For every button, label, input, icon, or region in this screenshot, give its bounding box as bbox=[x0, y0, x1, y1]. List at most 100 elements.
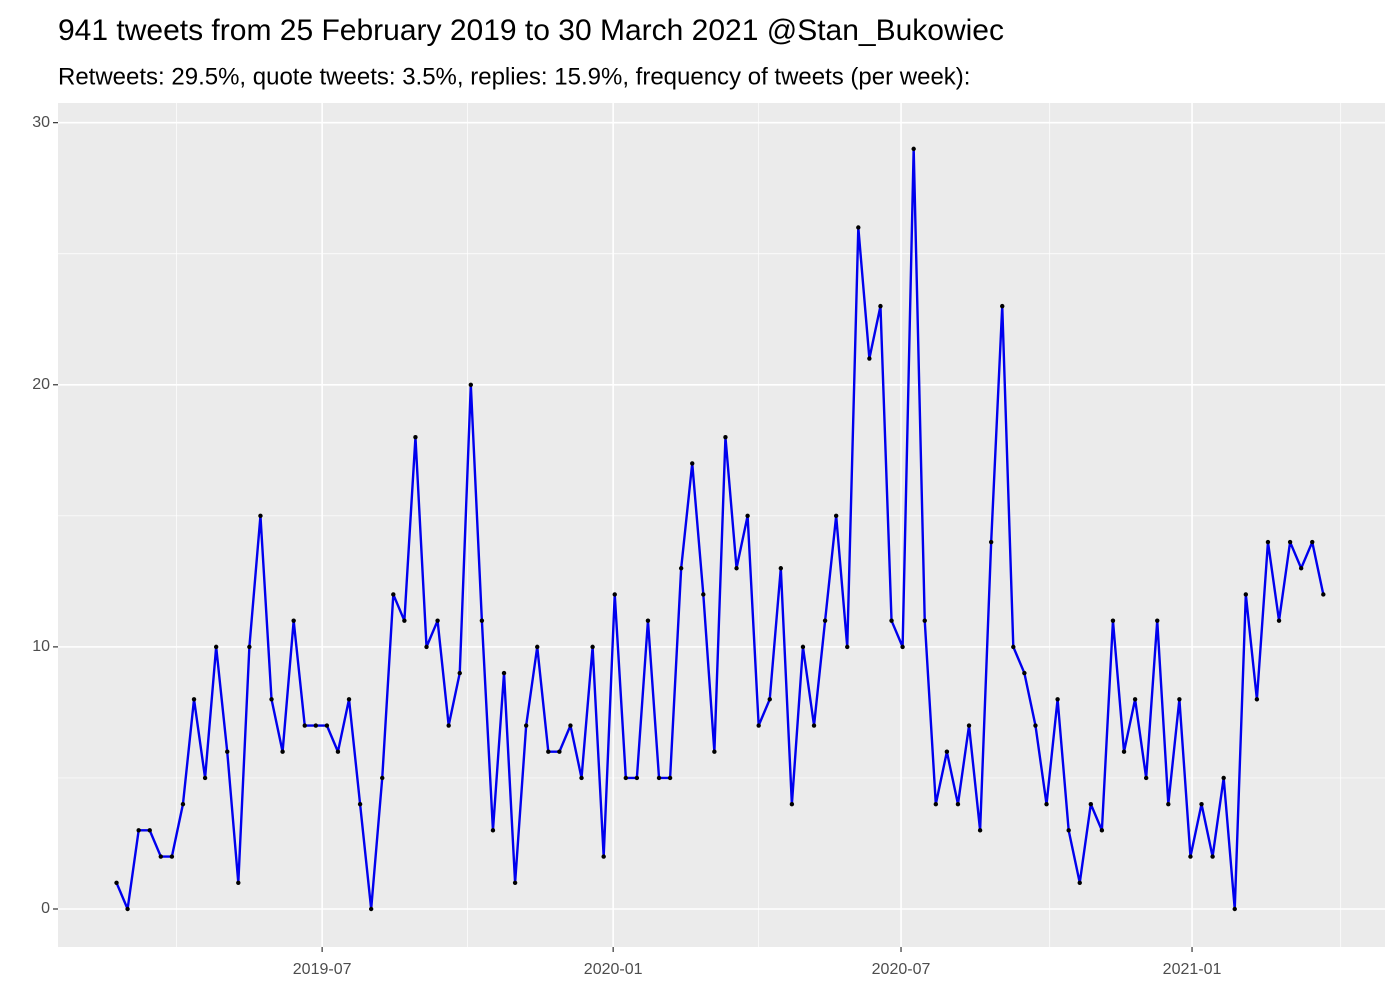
point bbox=[1132, 697, 1138, 702]
y-tick-label: 10 bbox=[32, 638, 50, 655]
point bbox=[446, 723, 451, 728]
point bbox=[202, 775, 208, 781]
x-tick-label: 2020-01 bbox=[584, 961, 643, 978]
y-tick-label: 20 bbox=[32, 376, 50, 393]
point bbox=[1088, 801, 1094, 807]
point bbox=[1066, 828, 1071, 833]
point bbox=[512, 880, 518, 885]
point bbox=[125, 906, 130, 912]
point bbox=[966, 723, 972, 728]
point bbox=[690, 461, 695, 466]
point bbox=[667, 775, 673, 781]
point bbox=[546, 749, 551, 754]
point bbox=[435, 618, 440, 623]
point bbox=[291, 618, 296, 623]
point bbox=[225, 749, 230, 754]
point bbox=[634, 775, 640, 781]
point bbox=[933, 801, 939, 807]
point bbox=[368, 906, 374, 912]
point bbox=[114, 880, 119, 885]
point bbox=[1143, 775, 1149, 781]
point bbox=[734, 566, 739, 571]
point bbox=[911, 146, 916, 152]
point bbox=[1321, 592, 1326, 597]
point bbox=[1000, 303, 1005, 309]
point bbox=[1210, 854, 1215, 859]
point bbox=[1121, 749, 1127, 754]
point bbox=[745, 513, 750, 519]
point bbox=[1055, 697, 1060, 702]
point bbox=[778, 566, 784, 571]
point bbox=[789, 801, 795, 807]
point bbox=[590, 644, 595, 650]
point bbox=[213, 644, 219, 650]
point bbox=[136, 828, 141, 833]
point bbox=[878, 303, 883, 309]
point bbox=[623, 775, 629, 781]
point bbox=[1110, 618, 1116, 623]
point bbox=[280, 749, 285, 754]
point bbox=[335, 749, 341, 754]
point bbox=[1243, 592, 1249, 597]
point bbox=[701, 592, 706, 597]
point bbox=[402, 618, 407, 623]
point bbox=[922, 618, 927, 623]
point bbox=[889, 618, 894, 623]
point bbox=[1199, 801, 1204, 807]
point bbox=[712, 749, 717, 754]
point bbox=[867, 356, 872, 361]
point bbox=[833, 513, 839, 519]
point bbox=[501, 670, 507, 676]
point bbox=[490, 828, 496, 833]
point bbox=[1155, 618, 1160, 623]
point bbox=[1287, 539, 1293, 545]
point bbox=[645, 618, 651, 623]
point bbox=[424, 644, 429, 650]
point bbox=[1188, 854, 1193, 859]
x-tick-label: 2021-01 bbox=[1163, 961, 1222, 978]
point bbox=[147, 828, 152, 833]
point bbox=[479, 618, 485, 623]
point bbox=[1265, 539, 1271, 545]
point bbox=[391, 592, 396, 597]
point bbox=[1298, 566, 1304, 571]
point bbox=[169, 854, 175, 859]
point bbox=[457, 670, 462, 676]
point bbox=[800, 644, 806, 650]
point bbox=[380, 775, 385, 781]
point bbox=[678, 566, 684, 571]
point bbox=[1177, 697, 1182, 702]
point bbox=[523, 723, 529, 728]
point bbox=[900, 644, 905, 650]
point bbox=[1077, 880, 1082, 885]
y-tick-label: 0 bbox=[41, 900, 50, 917]
point bbox=[1254, 697, 1260, 702]
point bbox=[302, 723, 307, 728]
point bbox=[756, 723, 761, 728]
point bbox=[579, 775, 584, 781]
point bbox=[977, 828, 983, 833]
point bbox=[845, 644, 850, 650]
x-tick-label: 2020-07 bbox=[872, 961, 931, 978]
point bbox=[1044, 801, 1049, 807]
point bbox=[247, 644, 252, 650]
point bbox=[856, 225, 861, 230]
point bbox=[1022, 670, 1027, 676]
x-tick-label: 2019-07 bbox=[293, 961, 352, 978]
point bbox=[180, 801, 186, 807]
point bbox=[557, 749, 562, 754]
point bbox=[723, 434, 728, 440]
point bbox=[822, 618, 828, 623]
point bbox=[601, 854, 606, 859]
point bbox=[568, 723, 573, 728]
point bbox=[269, 697, 274, 702]
point bbox=[468, 382, 474, 387]
point bbox=[988, 539, 994, 545]
chart-subtitle: Retweets: 29.5%, quote tweets: 3.5%, rep… bbox=[58, 63, 970, 90]
chart-title: 941 tweets from 25 February 2019 to 30 M… bbox=[58, 14, 1004, 47]
point bbox=[1011, 644, 1016, 650]
point bbox=[1310, 539, 1315, 545]
point bbox=[811, 723, 817, 728]
point bbox=[413, 434, 418, 440]
